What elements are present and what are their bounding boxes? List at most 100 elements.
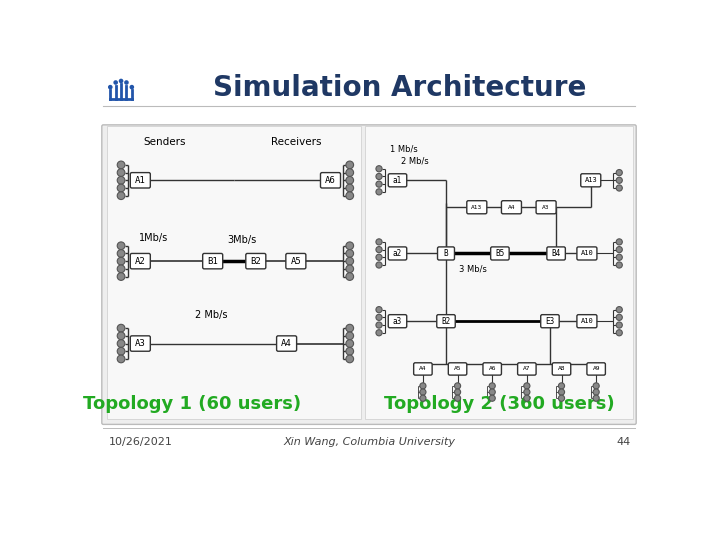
Circle shape (616, 330, 622, 336)
Circle shape (346, 347, 354, 355)
Text: A1: A1 (135, 176, 145, 185)
FancyBboxPatch shape (365, 126, 633, 419)
Circle shape (130, 85, 134, 90)
Circle shape (346, 355, 354, 363)
Circle shape (346, 340, 354, 347)
Text: 44: 44 (616, 437, 631, 447)
Circle shape (113, 80, 118, 85)
Text: Receivers: Receivers (271, 137, 321, 147)
FancyBboxPatch shape (246, 253, 266, 269)
Circle shape (117, 192, 125, 200)
Text: Simulation Architecture: Simulation Architecture (213, 74, 587, 102)
Text: A10: A10 (580, 318, 593, 324)
Text: Xin Wang, Columbia University: Xin Wang, Columbia University (283, 437, 455, 447)
Circle shape (616, 239, 622, 245)
Circle shape (376, 173, 382, 179)
Circle shape (346, 273, 354, 280)
FancyBboxPatch shape (518, 363, 536, 375)
Circle shape (616, 322, 622, 328)
Circle shape (420, 395, 426, 401)
FancyBboxPatch shape (501, 201, 521, 214)
FancyBboxPatch shape (203, 253, 222, 269)
Circle shape (616, 247, 622, 253)
Text: A7: A7 (523, 367, 531, 372)
Circle shape (117, 355, 125, 363)
FancyBboxPatch shape (276, 336, 297, 351)
FancyBboxPatch shape (388, 174, 407, 187)
Text: A6: A6 (488, 367, 496, 372)
Circle shape (119, 79, 123, 83)
Circle shape (346, 161, 354, 169)
Circle shape (376, 189, 382, 195)
Circle shape (376, 247, 382, 253)
FancyBboxPatch shape (130, 173, 150, 188)
Circle shape (616, 314, 622, 320)
Circle shape (117, 161, 125, 169)
FancyBboxPatch shape (581, 174, 600, 187)
Text: A4: A4 (419, 367, 427, 372)
Text: B2: B2 (441, 316, 451, 326)
FancyBboxPatch shape (130, 336, 150, 351)
Text: E3: E3 (545, 316, 554, 326)
Text: 2 Mb/s: 2 Mb/s (401, 157, 429, 166)
Text: A5: A5 (454, 367, 462, 372)
Circle shape (346, 249, 354, 257)
Circle shape (346, 192, 354, 200)
Circle shape (124, 80, 129, 85)
Circle shape (454, 389, 461, 395)
Circle shape (489, 383, 495, 389)
Circle shape (117, 325, 125, 332)
Text: Topology 2 (360 users): Topology 2 (360 users) (384, 395, 614, 413)
Circle shape (117, 273, 125, 280)
Circle shape (346, 325, 354, 332)
Circle shape (420, 383, 426, 389)
Circle shape (346, 177, 354, 184)
Circle shape (454, 383, 461, 389)
Text: A6: A6 (325, 176, 336, 185)
Text: A9: A9 (593, 367, 600, 372)
Circle shape (108, 85, 112, 90)
Text: Senders: Senders (144, 137, 186, 147)
Circle shape (593, 389, 599, 395)
Text: 1 Mb/s: 1 Mb/s (390, 145, 418, 154)
Circle shape (346, 242, 354, 249)
Text: 10/26/2021: 10/26/2021 (109, 437, 173, 447)
Circle shape (117, 177, 125, 184)
FancyBboxPatch shape (414, 363, 432, 375)
Circle shape (616, 177, 622, 184)
Text: B4: B4 (552, 249, 561, 258)
Text: a1: a1 (393, 176, 402, 185)
Circle shape (489, 389, 495, 395)
Text: A3: A3 (135, 339, 145, 348)
FancyBboxPatch shape (320, 173, 341, 188)
Circle shape (559, 383, 564, 389)
Text: A3: A3 (542, 205, 550, 210)
Circle shape (616, 307, 622, 313)
FancyBboxPatch shape (130, 253, 150, 269)
FancyBboxPatch shape (437, 315, 455, 328)
Circle shape (117, 168, 125, 177)
Circle shape (616, 170, 622, 176)
Text: A10: A10 (580, 251, 593, 256)
Circle shape (523, 383, 530, 389)
FancyBboxPatch shape (587, 363, 606, 375)
Circle shape (376, 262, 382, 268)
Circle shape (559, 389, 564, 395)
Circle shape (346, 257, 354, 265)
Text: B1: B1 (207, 256, 218, 266)
Circle shape (616, 254, 622, 260)
FancyBboxPatch shape (449, 363, 467, 375)
FancyBboxPatch shape (388, 315, 407, 328)
Text: 1Mb/s: 1Mb/s (139, 233, 168, 243)
Circle shape (523, 395, 530, 401)
Circle shape (117, 257, 125, 265)
Text: a2: a2 (393, 249, 402, 258)
FancyBboxPatch shape (536, 201, 556, 214)
FancyBboxPatch shape (547, 247, 565, 260)
Circle shape (489, 395, 495, 401)
Text: A13: A13 (471, 205, 482, 210)
Circle shape (376, 166, 382, 172)
Circle shape (117, 265, 125, 273)
Circle shape (346, 332, 354, 340)
Circle shape (346, 168, 354, 177)
